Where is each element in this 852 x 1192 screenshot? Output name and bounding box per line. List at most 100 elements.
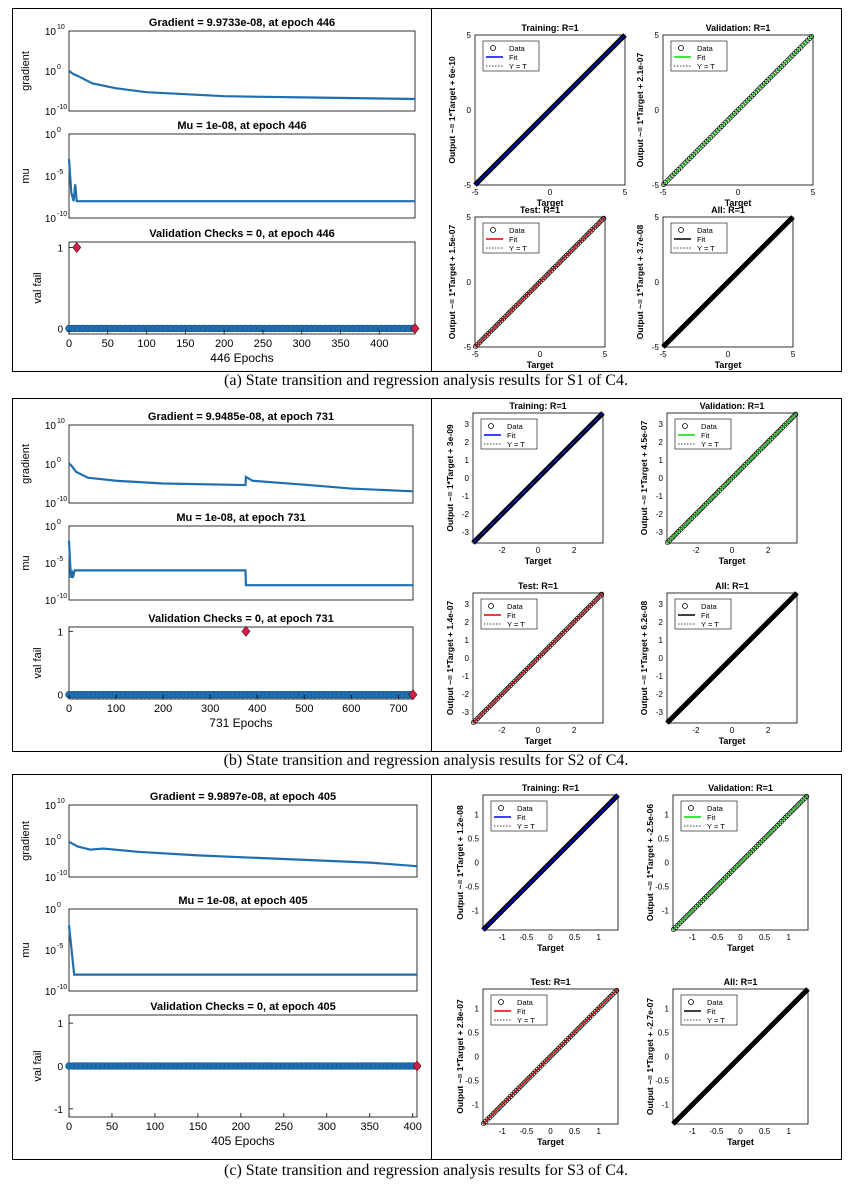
regression-y-tick-label: 2 [659, 618, 664, 627]
regression-y-tick-label: 5 [467, 213, 472, 222]
regression-x-tick-label: 0 [738, 933, 743, 942]
caption-a: (a) State transition and regression anal… [224, 372, 628, 389]
valfail-title: Validation Checks = 0, at epoch 731 [148, 613, 334, 625]
regression-data-point [536, 1064, 543, 1071]
gradient-curve [68, 69, 416, 101]
regression-data-point [663, 179, 669, 185]
regression-xlabel: Target [537, 1137, 564, 1147]
regression-y-tick-label: -3 [656, 528, 664, 537]
regression-data-point [585, 1016, 591, 1022]
regression-data-point [666, 538, 672, 544]
regression-data-point [519, 297, 525, 303]
regression-y-tick-label: -1 [656, 492, 664, 501]
valfail-ylabel: val fail [32, 272, 44, 303]
mu-tick-label: 10 [45, 172, 57, 183]
regression-data-point [742, 461, 749, 468]
regression-x-tick-label: 1 [786, 1127, 791, 1136]
legend-fit-label: Fit [507, 611, 516, 620]
regression-data-point [524, 666, 530, 672]
legend-data-label: Data [517, 804, 534, 813]
regression-y-tick-label: 2 [465, 438, 470, 447]
gradient-tick-label: 10 [45, 873, 57, 884]
regression-y-tick-label: -1 [472, 907, 480, 916]
regression-data-point [487, 703, 493, 709]
regression-ylabel: Output ~= 1*Target + 6e-10 [447, 56, 457, 164]
regression-xlabel: Target [525, 736, 552, 746]
regression-data-point [765, 439, 771, 445]
regression-title: All: R=1 [715, 581, 749, 591]
regression-y-tick-label: 0 [659, 654, 664, 663]
regression-data-point [543, 273, 549, 279]
regression-title: Training: R=1 [509, 401, 566, 411]
gradient-tick-exp: 0 [57, 64, 61, 71]
regression-data-point [504, 312, 510, 318]
valfail-tick-label: -1 [54, 1105, 63, 1116]
regression-y-tick-label: 1 [465, 636, 470, 645]
regression-y-tick-label: -5 [464, 343, 472, 352]
x-tick-label: 150 [189, 1121, 207, 1133]
regression-data-point [511, 304, 518, 311]
legend-data-icon [678, 45, 684, 51]
regression-data-point [726, 870, 733, 877]
epochs-label: 405 Epochs [211, 1134, 274, 1148]
regression-y-tick-label: 3 [465, 420, 470, 429]
regression-ylabel: Output ~= 1*Target + 1.5e-07 [447, 225, 457, 340]
regression-data-point [790, 807, 796, 813]
legend-data-label: Data [509, 226, 526, 235]
legend-yt-label: Y = T [707, 1016, 725, 1025]
regression-title: All: R=1 [711, 205, 745, 215]
regression-y-tick-label: 2 [659, 438, 664, 447]
regression-y-tick-label: -2 [656, 690, 664, 699]
regression-data-point [776, 66, 782, 72]
regression-data-point [718, 486, 724, 492]
mu-ylabel: mu [20, 555, 32, 570]
regression-data-point [482, 1118, 489, 1125]
regression-x-tick-label: 1 [786, 933, 791, 942]
regression-data-point [509, 680, 516, 687]
gradient-title: Gradient = 9.9733e-08, at epoch 446 [149, 17, 335, 29]
legend-yt-label: Y = T [509, 62, 527, 71]
regression-y-tick-label: 1 [475, 810, 480, 819]
regression-data-point [674, 530, 680, 536]
regression-data-point [565, 251, 571, 257]
legend-yt-label: Y = T [701, 620, 719, 629]
regression-data-point [680, 917, 686, 923]
regression-title: Validation: R=1 [708, 783, 773, 793]
regression-data-point [671, 171, 677, 177]
x-tick-label: 700 [389, 703, 407, 715]
gradient-tick-label: 10 [45, 421, 57, 432]
regression-y-tick-label: -3 [462, 528, 470, 537]
regression-data-point [744, 853, 750, 859]
regression-y-tick-label: 0 [467, 106, 472, 115]
regression-xlabel: Target [537, 943, 564, 953]
legend-data-icon [678, 227, 684, 233]
gradient-ylabel: gradient [20, 821, 32, 861]
regression-y-tick-label: 1 [465, 456, 470, 465]
valfail-tick-label: 0 [57, 691, 63, 702]
legend-fit-label: Fit [517, 1007, 526, 1016]
regression-data-point [495, 695, 501, 701]
regression-data-point [787, 417, 793, 423]
legend-data-label: Data [507, 602, 524, 611]
regression-fit-line [482, 794, 619, 931]
regression-data-point [561, 1039, 568, 1046]
regression-data-point [578, 612, 584, 618]
mu-tick-exp: -5 [57, 556, 63, 563]
regression-data-point [474, 342, 480, 348]
regression-x-tick-label: 0 [730, 546, 735, 555]
x-tick-label: 100 [107, 703, 125, 715]
x-tick-label: 200 [154, 703, 172, 715]
regression-x-tick-label: 5 [603, 350, 608, 359]
regression-data-point [802, 40, 808, 46]
x-tick-label: 400 [370, 338, 388, 350]
legend-data-icon [688, 999, 694, 1005]
x-tick-label: 200 [215, 338, 233, 350]
gradient-tick-label: 10 [45, 499, 57, 510]
valfail-best-marker [408, 689, 418, 701]
x-tick-label: 0 [66, 1121, 72, 1133]
regression-y-tick-label: 0.5 [468, 834, 480, 843]
regression-data-point [719, 878, 725, 884]
regression-x-tick-label: 0.5 [569, 1127, 581, 1136]
regression-data-point [780, 424, 786, 430]
regression-y-tick-label: -0.5 [465, 1077, 479, 1086]
